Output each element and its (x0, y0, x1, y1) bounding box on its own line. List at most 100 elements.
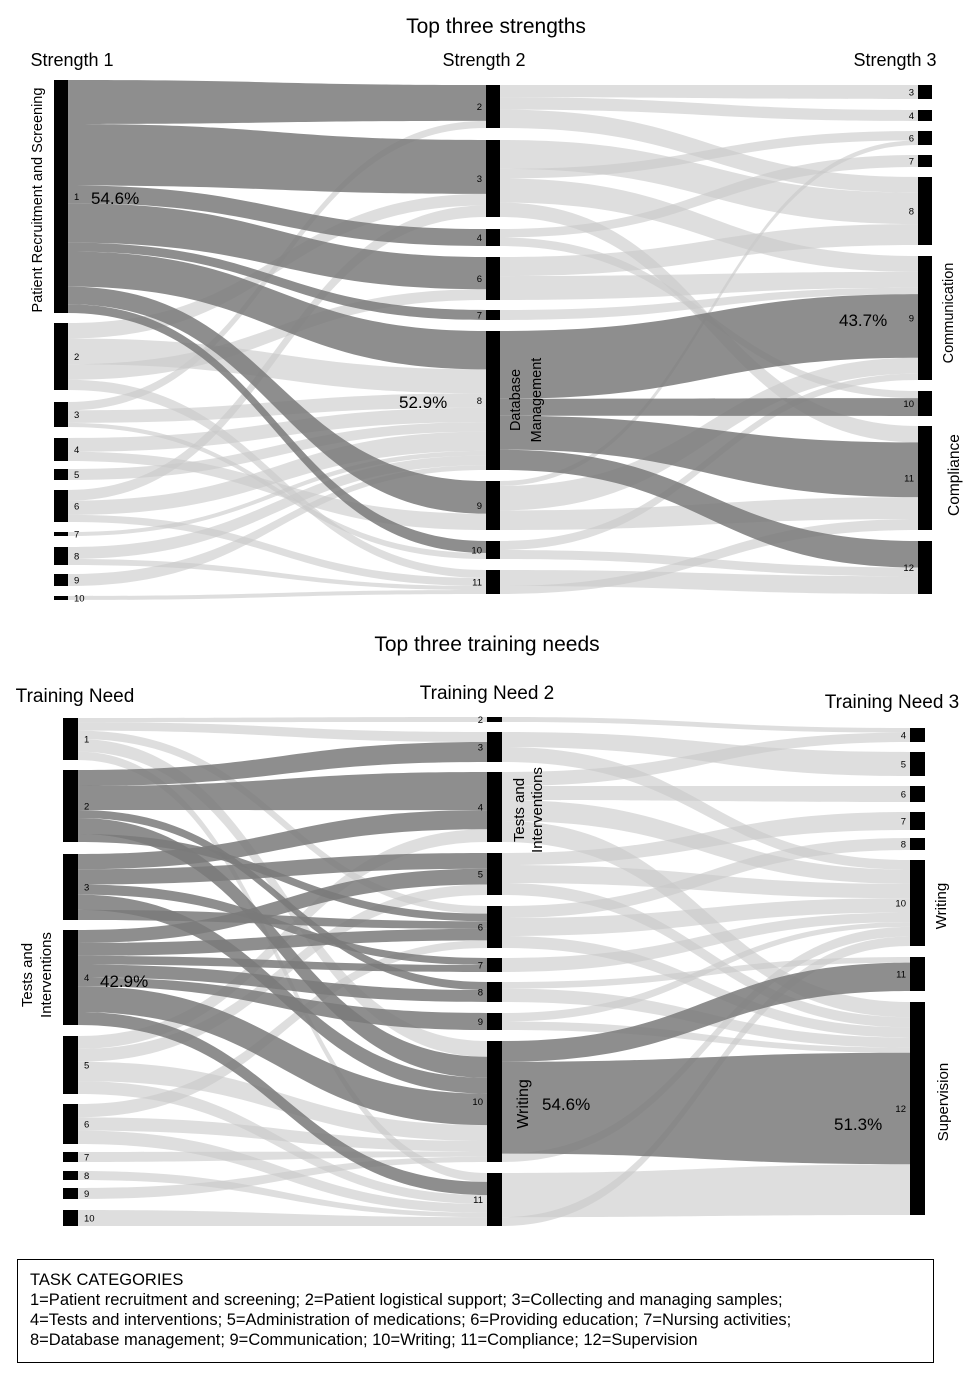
strength-3-node-label-3: 3 (909, 88, 914, 99)
strength-2-3-flow (500, 550, 918, 577)
training-need-1-node-3 (63, 854, 78, 920)
strength-2-node-11 (486, 570, 500, 594)
strength-2-3-flow-highlight (500, 294, 918, 399)
strength-1-node-10 (54, 596, 68, 600)
training-need-2-node-label-2: 2 (478, 715, 483, 726)
strength-3-node-10 (918, 391, 932, 416)
training-need-2-node-label-10: 10 (472, 1097, 483, 1108)
strength-2-3-flow (500, 97, 918, 121)
training-need-1-2-flow-highlight (78, 772, 487, 811)
training-need-2-node-10 (487, 1041, 502, 1162)
strength-1-2-flow (68, 590, 486, 600)
strength-3-node-label-10: 10 (903, 399, 914, 410)
strength-3-node-label-6: 6 (909, 134, 914, 145)
training-need-3-node-5 (910, 752, 925, 776)
training-need-1-node-label-10: 10 (84, 1214, 95, 1225)
strength-1-node-7 (54, 532, 68, 536)
strength-1-node-3 (54, 402, 68, 427)
training-need-3-node-4 (910, 728, 925, 742)
strength-2-node-label-10: 10 (471, 546, 482, 557)
strength-1-2-flow (68, 450, 486, 536)
training-need-2-node-4 (487, 772, 502, 842)
training-need-1-2-flow (78, 717, 487, 723)
training-diagram: Top three training needs Training Need Tra… (16, 633, 959, 1226)
strength-3-node-label-8: 8 (909, 207, 914, 218)
strength-1-2-flow (68, 338, 486, 394)
strength-2-percentage: 52.9% (399, 393, 447, 412)
training-need-2-node-3 (487, 732, 502, 762)
strength-2-3-flow-highlight (500, 415, 918, 498)
training-need-1-node-label-3: 3 (84, 883, 89, 894)
legend-title: TASK CATEGORIES (30, 1271, 184, 1289)
strength-2-3-flow (500, 287, 918, 320)
training-need-2-3-flow (502, 926, 910, 1162)
strength-2-node-3 (486, 140, 500, 217)
training-need-1-2-flow-highlight (78, 909, 487, 929)
strength-3-node-12 (918, 541, 932, 594)
training-need-2-3-flow (502, 838, 910, 918)
training-need-2-node-label-5: 5 (478, 870, 483, 881)
strength-1-node-label-7: 7 (74, 530, 79, 541)
training-need-1-node-4 (63, 930, 78, 1025)
training-need-1-2-flow (78, 1117, 487, 1152)
training-need-2-node-label-9: 9 (478, 1017, 483, 1028)
strengths-title: Top three strengths (406, 15, 586, 38)
training-need-1-node-label-4: 4 (84, 973, 89, 984)
training-need-2-node-label-7: 7 (478, 961, 483, 972)
strength-1-2-flow-highlight (68, 203, 486, 290)
strength-2-3-flow (500, 178, 918, 272)
training-need-1-2-flow (78, 722, 487, 742)
strength-3-node-label-11: 11 (904, 474, 914, 485)
training-need-1-node-label-5: 5 (84, 1061, 89, 1072)
training-need-2-node-label-3: 3 (478, 743, 483, 754)
training-need-1-node-1 (63, 718, 78, 760)
strength-1-node-5 (54, 469, 68, 480)
training-need-2-group-label-writing: Writing (515, 1079, 532, 1129)
training-need-3-node-6 (910, 786, 925, 802)
strength-1-2-flow (68, 431, 486, 515)
training-need-3-node-label-4: 4 (901, 731, 906, 742)
strength-2-3-flow-highlight (500, 449, 918, 568)
training-need-3-header: Training Need 3 (825, 692, 959, 713)
strength-2-group-label-line-2: Management (529, 358, 545, 443)
strength-1-2-flow-highlight (68, 304, 486, 553)
training-need-1-node-label-1: 1 (84, 735, 89, 746)
training-need-1-node-7 (63, 1152, 78, 1162)
training-need-2-node-5 (487, 853, 502, 895)
strength-2-node-4 (486, 229, 500, 246)
strength-2-3-flow (500, 85, 918, 99)
strength-1-node-label-6: 6 (74, 502, 79, 513)
strength-1-node-label-1: 1 (74, 192, 79, 203)
strength-3-node-label-9: 9 (909, 314, 914, 325)
strength-1-2-flow-highlight (68, 80, 486, 124)
strength-2-3-flow-highlight (500, 398, 918, 416)
training-need-2-3-flow (502, 732, 910, 786)
training-need-1-2-flow-highlight (78, 986, 487, 1126)
strength-2-node-2 (486, 85, 500, 128)
strength-3-node-4 (918, 110, 932, 121)
legend-line-3: 8=Database management; 9=Communication; … (30, 1331, 698, 1349)
strength-1-2-flow (68, 289, 486, 380)
training-need-3-node-label-10: 10 (895, 899, 906, 910)
training-need-2-3-flow (502, 717, 910, 733)
strength-2-node-label-9: 9 (477, 501, 482, 512)
strength-1-node-label-2: 2 (74, 352, 79, 363)
training-need-1-node-2 (63, 770, 78, 842)
training-need-2-percentage: 54.6% (542, 1095, 590, 1114)
strength-2-node-label-2: 2 (477, 102, 482, 113)
training-need-2-3-flow (502, 812, 910, 865)
training-need-1-2-flow (78, 1171, 487, 1218)
training-need-2-node-11 (487, 1173, 502, 1226)
training-need-1-2-flow-highlight (78, 928, 487, 956)
strength-2-node-label-11: 11 (472, 578, 482, 589)
training-need-3-percentage: 51.3% (834, 1115, 882, 1134)
training-need-1-2-flow-highlight (78, 1012, 487, 1196)
training-need-1-2-flow-highlight (78, 853, 487, 885)
training-need-1-node-label-9: 9 (84, 1189, 89, 1200)
strength-3-node-9 (918, 256, 932, 380)
training-need-2-header: Training Need 2 (420, 683, 554, 704)
training-need-2-node-6 (487, 906, 502, 948)
strength-1-percentage: 54.6% (91, 189, 139, 208)
training-need-2-3-flow (502, 1021, 910, 1053)
training-need-1-2-flow-highlight (78, 742, 487, 786)
